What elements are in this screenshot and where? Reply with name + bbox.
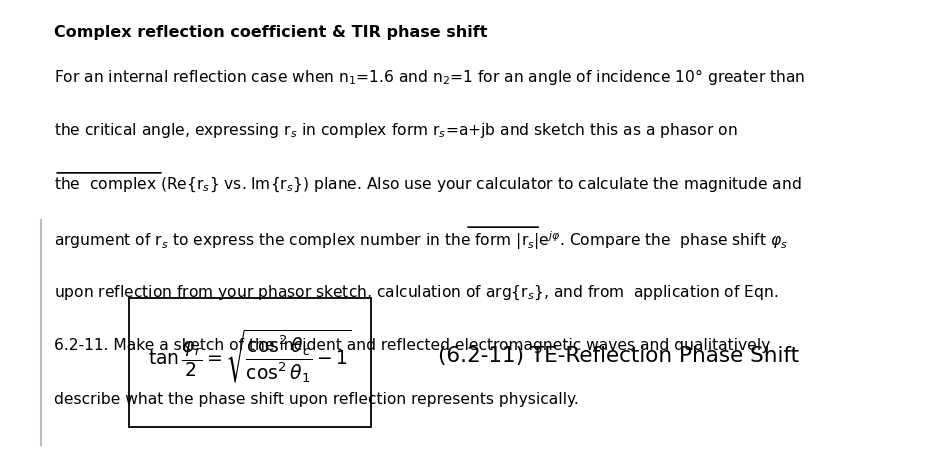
Text: argument of r$_s$ to express the complex number in the form |r$_s$|e$^{j\varphi}: argument of r$_s$ to express the complex… <box>54 229 788 252</box>
Text: Complex reflection coefficient & TIR phase shift: Complex reflection coefficient & TIR pha… <box>54 25 488 40</box>
Text: 6.2-11. Make a sketch of the incident and reflected electromagnetic waves and qu: 6.2-11. Make a sketch of the incident an… <box>54 337 770 353</box>
Text: $\tan\dfrac{\varphi_r}{2} = \sqrt{\dfrac{\cos^2\theta_c}{\cos^2\theta_1} - 1}$: $\tan\dfrac{\varphi_r}{2} = \sqrt{\dfrac… <box>148 327 352 384</box>
FancyBboxPatch shape <box>129 298 371 427</box>
Text: the  complex (Re{r$_s$} vs. Im{r$_s$}) plane. Also use your calculator to calcul: the complex (Re{r$_s$} vs. Im{r$_s$}) pl… <box>54 175 802 193</box>
Text: For an internal reflection case when n$_1$=1.6 and n$_2$=1 for an angle of incid: For an internal reflection case when n$_… <box>54 67 806 86</box>
Text: describe what the phase shift upon reflection represents physically.: describe what the phase shift upon refle… <box>54 392 579 407</box>
Text: (6.2-11) TE-Reflection Phase Shift: (6.2-11) TE-Reflection Phase Shift <box>438 346 799 366</box>
Text: upon reflection from your phasor sketch, calculation of arg{r$_s$}, and from  ap: upon reflection from your phasor sketch,… <box>54 283 779 302</box>
Text: the critical angle, expressing r$_s$ in complex form r$_s$=a+jb and sketch this : the critical angle, expressing r$_s$ in … <box>54 121 738 140</box>
